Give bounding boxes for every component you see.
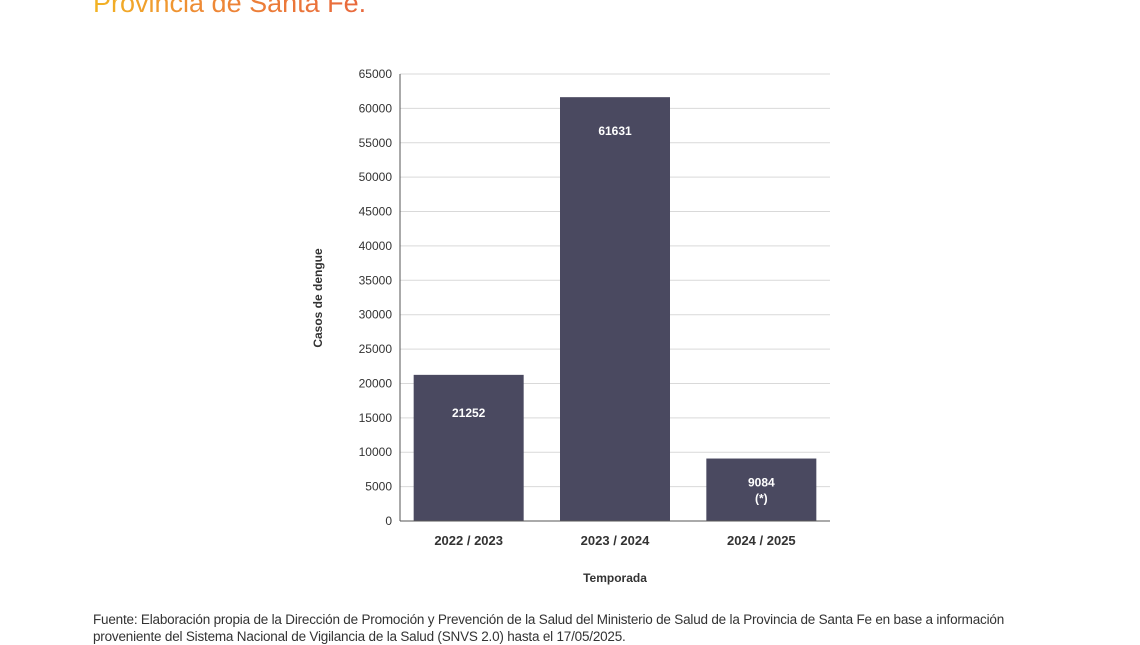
y-tick-label: 5000: [365, 480, 392, 494]
y-tick-label: 60000: [359, 101, 393, 115]
y-tick-label: 50000: [359, 170, 393, 184]
y-tick-label: 25000: [359, 342, 393, 356]
x-tick-label: 2024 / 2025: [727, 533, 796, 548]
y-tick-label: 65000: [359, 67, 393, 81]
bar: [706, 458, 817, 521]
y-axis-label: Casos de dengue: [311, 248, 325, 348]
data-annotation: (*): [755, 492, 768, 506]
y-tick-label: 40000: [359, 239, 393, 253]
data-label: 21252: [452, 406, 486, 420]
y-tick-label: 15000: [359, 411, 393, 425]
y-tick-label: 20000: [359, 376, 393, 390]
y-tick-label: 10000: [359, 445, 393, 459]
x-ticks: 2022 / 2023 2023 / 2024 2024 / 2025: [434, 533, 795, 548]
bars: 21252 61631 9084 (*): [413, 97, 817, 522]
x-tick-label: 2023 / 2024: [581, 533, 650, 548]
bar: [413, 374, 524, 521]
data-label: 9084: [748, 476, 775, 490]
x-axis-label: Temporada: [583, 571, 647, 585]
y-tick-label: 55000: [359, 136, 393, 150]
y-tick-label: 0: [385, 514, 392, 528]
y-tick-label: 35000: [359, 273, 393, 287]
data-label: 61631: [598, 124, 632, 138]
bar: [560, 97, 670, 522]
y-ticks: 0 5000 10000 15000 20000 25000 30000 35000 40000…: [359, 67, 393, 528]
chart-title: Provincia de Santa Fe.: [93, 0, 366, 19]
y-tick-label: 45000: [359, 205, 393, 219]
x-tick-label: 2022 / 2023: [434, 533, 503, 548]
y-tick-label: 30000: [359, 308, 393, 322]
